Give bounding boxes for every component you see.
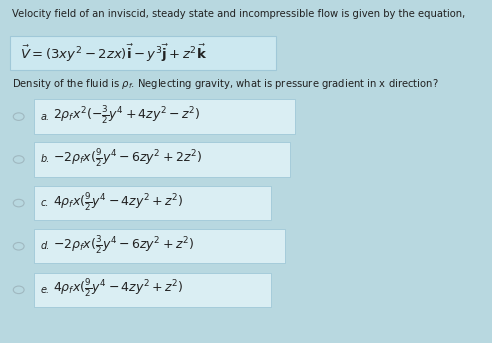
FancyBboxPatch shape (34, 229, 285, 263)
Text: $-2\rho_f x(\frac{3}{2}y^4 - 6zy^2 + z^2)$: $-2\rho_f x(\frac{3}{2}y^4 - 6zy^2 + z^2… (53, 234, 194, 256)
Text: a.: a. (40, 111, 50, 122)
FancyBboxPatch shape (34, 99, 295, 134)
Text: $\vec{V} = (3xy^2 - 2zx)\vec{\mathbf{i}} - y^3\vec{\mathbf{j}} + z^2\vec{\mathbf: $\vec{V} = (3xy^2 - 2zx)\vec{\mathbf{i}}… (20, 43, 207, 64)
Text: c.: c. (40, 198, 49, 208)
Text: $-2\rho_f x(\frac{9}{2}y^4 - 6zy^2 + 2z^2)$: $-2\rho_f x(\frac{9}{2}y^4 - 6zy^2 + 2z^… (53, 147, 202, 169)
FancyBboxPatch shape (34, 186, 271, 220)
Text: d.: d. (40, 241, 50, 251)
Text: $4\rho_f x(\frac{9}{2}y^4 - 4zy^2 + z^2)$: $4\rho_f x(\frac{9}{2}y^4 - 4zy^2 + z^2)… (53, 277, 184, 299)
Text: b.: b. (40, 154, 50, 165)
Text: $2\rho_f x^2(-\frac{3}{2}y^4 + 4zy^2 - z^2)$: $2\rho_f x^2(-\frac{3}{2}y^4 + 4zy^2 - z… (53, 104, 201, 126)
Text: Density of the fluid is $\rho_f$. Neglecting gravity, what is pressure gradient : Density of the fluid is $\rho_f$. Neglec… (12, 77, 439, 91)
FancyBboxPatch shape (34, 142, 290, 177)
Text: $4\rho_f x(\frac{9}{2}y^4 - 4zy^2 + z^2)$: $4\rho_f x(\frac{9}{2}y^4 - 4zy^2 + z^2)… (53, 191, 184, 213)
Text: Velocity field of an inviscid, steady state and incompressible flow is given by : Velocity field of an inviscid, steady st… (12, 9, 465, 19)
Text: e.: e. (40, 285, 50, 295)
FancyBboxPatch shape (34, 273, 271, 307)
FancyBboxPatch shape (10, 36, 276, 70)
